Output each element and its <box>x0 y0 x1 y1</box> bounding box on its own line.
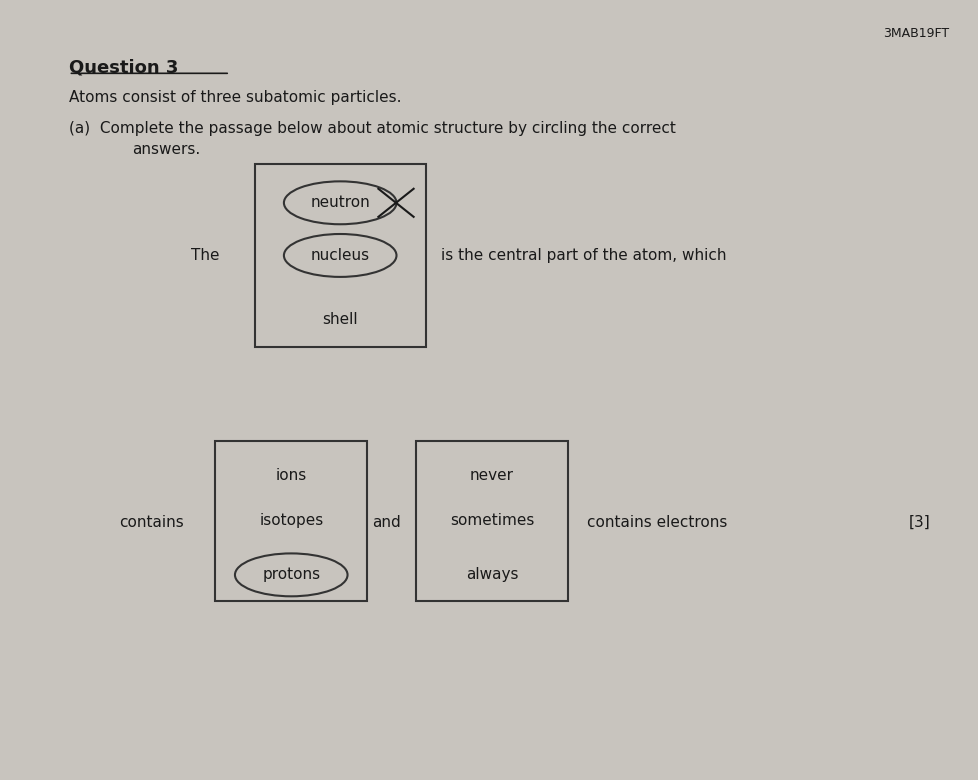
Text: sometimes: sometimes <box>449 513 534 528</box>
Text: The: The <box>191 248 220 263</box>
Text: always: always <box>466 567 517 583</box>
FancyBboxPatch shape <box>416 441 567 601</box>
Text: [3]: [3] <box>908 515 929 530</box>
Text: 3MAB19FT: 3MAB19FT <box>882 27 949 41</box>
Text: protons: protons <box>262 567 320 583</box>
Text: is the central part of the atom, which: is the central part of the atom, which <box>440 248 726 263</box>
Text: contains electrons: contains electrons <box>587 515 727 530</box>
Text: shell: shell <box>322 312 358 328</box>
Text: and: and <box>372 515 401 530</box>
FancyBboxPatch shape <box>215 441 367 601</box>
Text: never: never <box>469 468 513 484</box>
Text: Question 3: Question 3 <box>68 58 178 76</box>
Text: answers.: answers. <box>132 142 200 157</box>
Text: Atoms consist of three subatomic particles.: Atoms consist of three subatomic particl… <box>68 90 401 105</box>
Text: isotopes: isotopes <box>259 513 323 528</box>
Text: nucleus: nucleus <box>310 248 370 263</box>
FancyBboxPatch shape <box>254 164 425 347</box>
Text: neutron: neutron <box>310 195 370 211</box>
Text: (a)  Complete the passage below about atomic structure by circling the correct: (a) Complete the passage below about ato… <box>68 121 675 136</box>
Text: ions: ions <box>276 468 306 484</box>
Text: contains: contains <box>119 515 184 530</box>
